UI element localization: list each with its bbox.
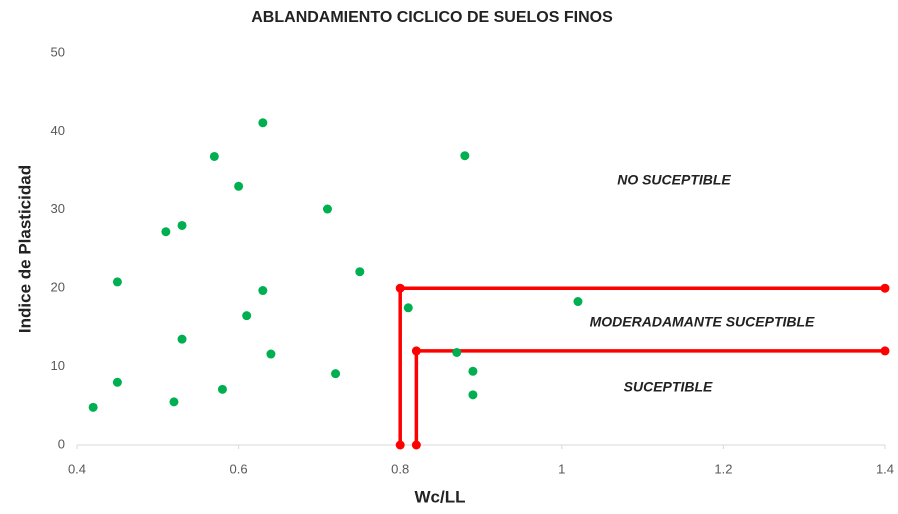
chart-title: ABLANDAMIENTO CICLICO DE SUELOS FINOS	[251, 9, 613, 26]
boundary-point	[411, 440, 421, 450]
x-tick-label: 1.2	[714, 461, 732, 476]
annotation: NO SUCEPTIBLE	[617, 172, 731, 188]
y-tick-label: 50	[51, 44, 65, 59]
boundary-point	[880, 346, 890, 356]
point	[209, 151, 219, 161]
point	[468, 366, 478, 376]
point	[88, 402, 98, 412]
x-tick-label: 1.4	[876, 461, 894, 476]
point	[468, 390, 478, 400]
point	[169, 397, 179, 407]
y-tick-label: 20	[51, 280, 65, 295]
y-tick-label: 0	[58, 436, 65, 451]
boundary-line	[398, 286, 885, 445]
x-tick-label: 0.6	[230, 461, 248, 476]
point	[242, 311, 252, 321]
y-tick-label: 40	[51, 123, 65, 138]
x-tick-label: 0.4	[68, 461, 86, 476]
boundary-point	[880, 283, 890, 293]
point	[258, 286, 268, 296]
point	[161, 227, 171, 237]
point	[452, 347, 462, 357]
point	[217, 384, 227, 394]
y-tick-label: 10	[51, 358, 65, 373]
point	[573, 297, 583, 307]
point	[177, 334, 187, 344]
y-tick-label: 30	[51, 201, 65, 216]
boundary-point	[411, 346, 421, 356]
point	[112, 377, 122, 387]
x-tick-label: 0.8	[391, 461, 409, 476]
point	[266, 349, 276, 359]
point	[322, 204, 332, 214]
point	[331, 369, 341, 379]
boundary-point	[395, 440, 405, 450]
point	[460, 151, 470, 161]
annotation: SUCEPTIBLE	[624, 379, 713, 395]
boundary-line	[414, 349, 885, 445]
point	[355, 267, 365, 277]
point	[177, 220, 187, 230]
x-tick-label: 1	[558, 461, 565, 476]
y-axis-label: Indice de Plasticidad	[15, 165, 34, 333]
point	[112, 277, 122, 287]
annotation: MODERADAMANTE SUCEPTIBLE	[590, 314, 815, 330]
x-axis-label: Wc/LL	[415, 487, 466, 506]
point	[234, 181, 244, 191]
point	[403, 303, 413, 313]
point	[258, 118, 268, 128]
boundary-point	[395, 283, 405, 293]
